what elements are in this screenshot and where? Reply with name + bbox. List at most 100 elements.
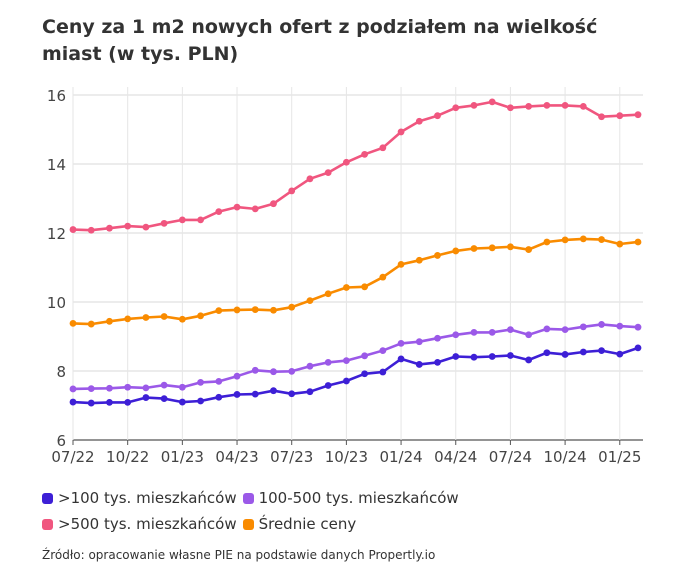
data-point — [507, 104, 514, 112]
chart-title: Ceny za 1 m2 nowych ofert z podziałem na… — [42, 16, 598, 65]
data-point — [288, 390, 296, 398]
data-point — [525, 331, 533, 339]
data-point — [288, 303, 296, 311]
data-point — [561, 351, 569, 358]
source-note: Źródło: opracowanie własne PIE na podsta… — [42, 548, 436, 562]
data-point — [543, 325, 551, 333]
data-point — [69, 398, 77, 406]
data-point — [342, 377, 350, 385]
data-point — [525, 356, 533, 364]
data-point — [288, 187, 296, 195]
data-point — [616, 240, 624, 248]
data-point — [379, 347, 387, 355]
data-point — [470, 328, 478, 336]
line-chart: 6 8 10 12 14 16 07/22 10/22 01/23 04/23 07/23 10/2… — [47, 87, 643, 466]
data-point — [324, 358, 332, 366]
data-point — [598, 113, 605, 121]
data-point — [561, 101, 569, 109]
data-point — [415, 117, 423, 125]
data-point — [288, 367, 296, 375]
data-point — [507, 243, 514, 251]
data-point — [434, 358, 441, 366]
data-point — [178, 216, 186, 224]
y-tick-label: 8 — [56, 363, 66, 381]
x-tick-label: 10/23 — [325, 448, 368, 466]
data-point — [106, 317, 113, 325]
data-point — [579, 323, 587, 331]
x-tick-label: 01/24 — [379, 448, 422, 466]
data-point — [270, 387, 277, 395]
data-point — [306, 362, 314, 370]
data-point — [452, 331, 460, 339]
data-point — [87, 226, 95, 234]
y-tick-label: 12 — [47, 225, 66, 243]
data-point — [379, 368, 387, 376]
data-point — [215, 377, 223, 385]
data-point — [233, 203, 241, 211]
data-point — [251, 390, 259, 398]
data-point — [397, 355, 405, 363]
data-point — [251, 306, 259, 313]
legend-label: 100-500 tys. mieszkańców — [258, 489, 459, 507]
data-point — [634, 111, 642, 119]
x-tick-label: 04/24 — [434, 448, 477, 466]
data-point — [142, 223, 150, 231]
data-point — [415, 256, 423, 264]
data-point — [106, 398, 113, 406]
y-tick-label: 6 — [56, 432, 66, 450]
data-point — [69, 385, 77, 393]
data-point — [306, 175, 314, 183]
data-point — [233, 372, 241, 380]
data-point — [142, 314, 150, 321]
series-0 — [69, 344, 642, 407]
data-point — [579, 235, 587, 243]
data-point — [434, 334, 441, 342]
data-point — [579, 348, 587, 356]
x-tick-label: 04/23 — [215, 448, 258, 466]
data-point — [488, 328, 496, 336]
series-2 — [69, 98, 642, 234]
data-point — [342, 158, 350, 166]
data-point — [616, 322, 624, 330]
data-point — [306, 388, 314, 396]
data-point — [525, 102, 533, 110]
data-point — [452, 247, 460, 255]
data-point — [142, 384, 150, 392]
data-point — [160, 381, 168, 389]
data-point — [124, 383, 132, 391]
data-point — [507, 352, 514, 359]
data-point — [160, 395, 168, 402]
data-point — [324, 290, 332, 298]
legend-item: >500 tys. mieszkańców — [42, 515, 237, 533]
data-point — [397, 340, 405, 347]
legend-swatch — [42, 492, 53, 504]
data-point — [634, 344, 642, 352]
data-point — [361, 283, 369, 291]
data-point — [488, 98, 496, 106]
data-point — [324, 169, 332, 177]
data-point — [543, 101, 551, 109]
series-line — [71, 323, 640, 391]
y-tick-label: 16 — [47, 87, 66, 105]
data-point — [598, 321, 605, 328]
data-point — [270, 368, 277, 376]
series-line — [71, 346, 640, 405]
data-point — [87, 385, 95, 392]
data-point — [452, 104, 460, 112]
legend: >100 tys. mieszkańców 100-500 tys. mieszk… — [42, 489, 662, 541]
data-point — [561, 326, 569, 333]
data-point — [87, 320, 95, 328]
data-point — [215, 307, 223, 315]
data-point — [215, 393, 223, 401]
data-point — [415, 338, 423, 346]
series-3 — [69, 235, 642, 328]
data-point — [561, 236, 569, 244]
data-point — [525, 246, 533, 253]
data-point — [233, 306, 241, 314]
legend-item: Średnie ceny — [242, 515, 356, 533]
data-point — [616, 112, 624, 120]
series-group — [69, 98, 642, 407]
x-tick-label: 10/22 — [106, 448, 149, 466]
data-point — [434, 112, 441, 120]
data-point — [106, 384, 113, 392]
